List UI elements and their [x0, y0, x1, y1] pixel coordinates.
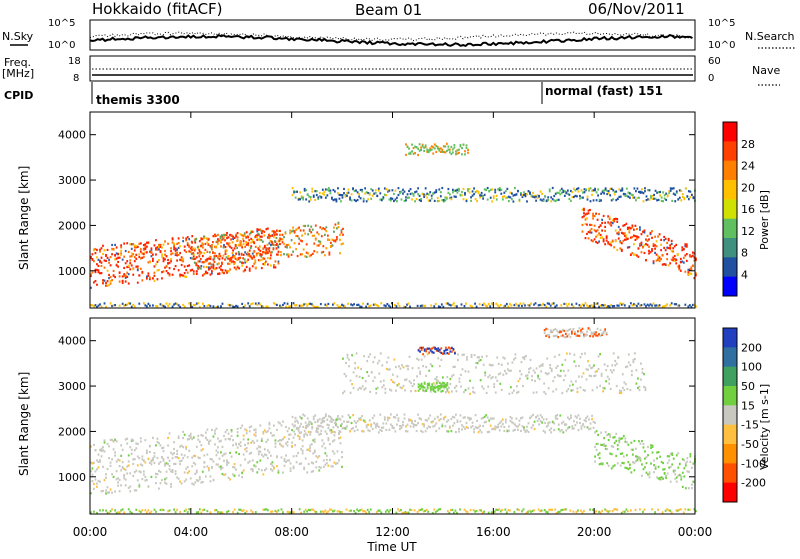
xtick-0: 00:00 — [73, 525, 108, 539]
power-colorbar-tick: 8 — [741, 247, 748, 260]
power-panel: Slant Range [km] 1000 2000 3000 4000 — [17, 111, 697, 309]
nave-tick-top: 60 — [708, 56, 721, 67]
velocity-colorbar-swatch — [723, 328, 737, 348]
power-colorbar-swatch — [723, 238, 737, 258]
xtick-2: 08:00 — [274, 525, 309, 539]
velocity-data — [90, 327, 697, 515]
power-y-ticks: 1000 2000 3000 4000 — [58, 112, 696, 308]
nsky-trace — [89, 33, 693, 48]
velocity-colorbar-tick: -50 — [741, 438, 759, 451]
velocity-colorbar-swatch — [723, 463, 737, 484]
power-colorbar-swatch — [723, 141, 737, 162]
velocity-colorbar: Velocity [m s-1] 200 100 50 15 -15 -50 -100 -20… — [722, 327, 771, 503]
cpid-label: CPID — [4, 89, 33, 102]
velocity-colorbar-label: Velocity [m s-1] — [758, 384, 771, 470]
x-axis-label: Time UT — [366, 540, 417, 554]
power-ytick-3000: 3000 — [58, 174, 86, 187]
power-ytick-4000: 4000 — [58, 129, 86, 142]
nave-tick-bottom: 0 — [708, 73, 714, 84]
nsearch-label: N.Search — [745, 30, 795, 43]
velocity-colorbar-swatch — [723, 444, 737, 464]
power-colorbar-tick: 20 — [741, 181, 755, 194]
velocity-ytick-1000: 1000 — [58, 471, 86, 484]
velocity-ytick-2000: 2000 — [58, 425, 86, 438]
velocity-colorbar-swatch — [723, 482, 737, 503]
velocity-ytick-3000: 3000 — [58, 380, 86, 393]
nave-label: Nave — [752, 64, 780, 77]
xtick-3: 12:00 — [375, 525, 410, 539]
velocity-ylabel: Slant Range [km] — [17, 372, 31, 476]
freq-label: Freq. — [4, 56, 31, 69]
freq-tick-top: 18 — [68, 56, 81, 67]
velocity-colorbar-tick: 100 — [741, 361, 762, 374]
power-colorbar-swatch — [723, 122, 737, 142]
velocity-colorbar-swatch — [723, 347, 737, 368]
velocity-colorbar-swatch — [723, 366, 737, 387]
xtick-6: 00:00 — [678, 525, 713, 539]
power-colorbar-tick: 16 — [741, 203, 755, 216]
nsearch-trace — [89, 31, 693, 42]
xtick-5: 20:00 — [577, 525, 612, 539]
velocity-y-ticks: 1000 2000 3000 4000 — [58, 318, 696, 514]
power-colorbar-swatch — [723, 199, 737, 220]
power-colorbar-tick: 28 — [741, 138, 755, 151]
cpid-program-1: themis 3300 — [96, 93, 180, 107]
nsearch-tick-top: 10^5 — [708, 18, 735, 29]
freq-unit: [MHz] — [2, 67, 34, 80]
power-colorbar: Power [dB] 28 24 20 16 12 8 4 — [722, 121, 771, 297]
x-axis: 00:00 04:00 08:00 12:00 16:00 20:00 00:0… — [73, 525, 713, 554]
nsky-panel: N.Sky 10^5 10^0 10^5 10^0 N.Search — [2, 18, 796, 51]
nsky-label: N.Sky — [2, 30, 34, 43]
power-colorbar-swatch — [723, 160, 737, 181]
power-colorbar-swatch — [723, 276, 737, 297]
power-colorbar-tick: 4 — [741, 268, 748, 281]
velocity-colorbar-tick: 15 — [741, 399, 755, 412]
xtick-1: 04:00 — [174, 525, 209, 539]
power-colorbar-label: Power [dB] — [758, 190, 771, 250]
power-colorbar-tick: 24 — [741, 160, 755, 173]
cpid-panel: CPID themis 3300 normal (fast) 151 — [4, 82, 663, 107]
velocity-colorbar-tick: 50 — [741, 380, 755, 393]
velocity-colorbar-tick: -100 — [741, 457, 766, 470]
velocity-panel: Slant Range [km] 1000 2000 3000 4000 — [17, 317, 697, 515]
velocity-colorbar-swatch — [723, 424, 737, 445]
nsearch-tick-bottom: 10^0 — [708, 40, 735, 51]
power-colorbar-swatch — [723, 257, 737, 278]
station-title: Hokkaido (fitACF) — [92, 0, 223, 18]
power-colorbar-tick: 12 — [741, 225, 755, 238]
velocity-colorbar-tick: -200 — [741, 477, 766, 490]
xtick-4: 16:00 — [476, 525, 511, 539]
date-title: 06/Nov/2011 — [588, 0, 685, 18]
power-colorbar-swatch — [723, 218, 737, 239]
velocity-colorbar-swatch — [723, 405, 737, 426]
power-ytick-2000: 2000 — [58, 219, 86, 232]
nsky-tick-top: 10^5 — [48, 18, 75, 29]
velocity-colorbar-swatch — [723, 386, 737, 406]
velocity-ytick-4000: 4000 — [58, 335, 86, 348]
nsky-tick-bottom: 10^0 — [48, 40, 75, 51]
velocity-colorbar-tick: 200 — [741, 341, 762, 354]
beam-title: Beam 01 — [355, 1, 422, 19]
power-colorbar-swatch — [723, 180, 737, 200]
freq-panel: Freq. [MHz] 18 8 60 0 Nave — [2, 55, 780, 86]
velocity-colorbar-tick: -15 — [741, 419, 759, 432]
power-ylabel: Slant Range [km] — [17, 166, 31, 270]
cpid-program-2: normal (fast) 151 — [545, 84, 663, 98]
power-ytick-1000: 1000 — [58, 265, 86, 278]
power-data — [90, 142, 697, 309]
freq-tick-bottom: 8 — [73, 73, 79, 84]
